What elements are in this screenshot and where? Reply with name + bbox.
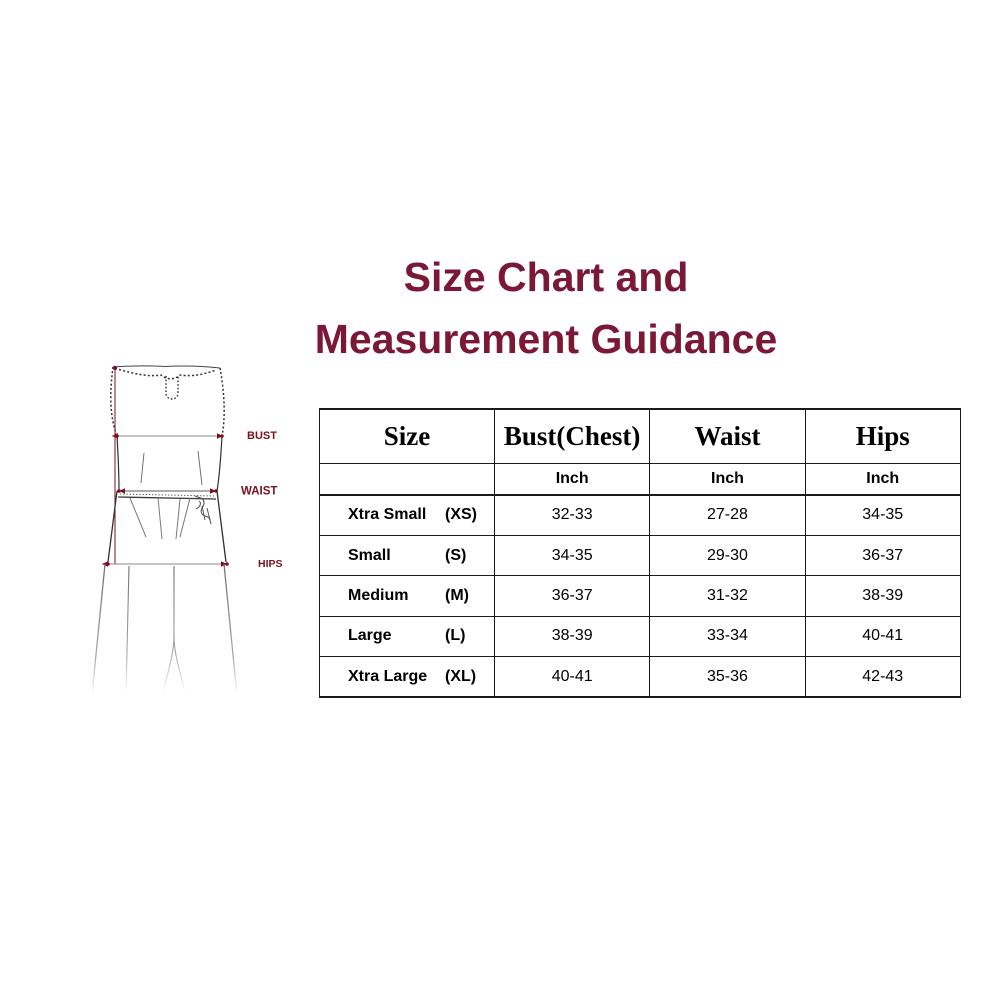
svg-text:HIPS: HIPS — [258, 558, 283, 570]
svg-text:WAIST: WAIST — [241, 486, 277, 498]
svg-text:BUST: BUST — [247, 430, 277, 442]
